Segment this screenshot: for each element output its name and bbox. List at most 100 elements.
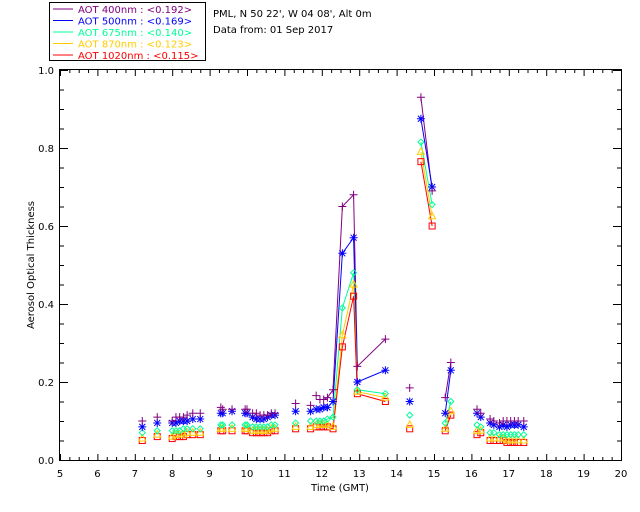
data-point [323,419,332,428]
data-point [489,433,499,442]
data-point [189,425,197,433]
data-point [519,422,528,431]
asterisk-marker [446,366,455,375]
x-tick-label: 6 [94,469,100,480]
diamond-marker [338,304,347,312]
triangle-marker [338,330,347,339]
data-point [188,409,197,418]
triangle-marker [270,423,280,432]
triangle-marker [306,421,315,430]
plus-marker [489,417,498,425]
asterisk-marker [416,114,425,123]
date-info: Data from: 01 Sep 2017 [213,25,333,36]
data-point [519,435,529,444]
data-point [405,411,414,419]
triangle-marker [416,146,426,155]
diamond-marker [138,428,146,437]
data-point [243,405,251,414]
data-point [168,417,177,425]
diamond-marker [428,200,436,209]
diamond-marker [243,421,251,429]
data-point [291,399,300,408]
data-point [329,413,337,421]
plus-marker [329,385,338,394]
diamond-marker [218,421,227,429]
y-axis: 0.0 0.2 0.4 0.6 0.8 1.0 [38,66,621,467]
asterisk-marker [183,417,192,425]
data-point [138,428,146,437]
data-point [270,423,280,432]
triangle-marker [519,435,529,444]
series-line [420,151,433,217]
data-point [306,417,315,425]
x-tick-label: 15 [428,469,441,480]
data-point [381,335,390,344]
data-point [291,407,300,416]
legend-entry: AOT 500nm : <0.169> [78,17,192,28]
data-point [519,417,528,425]
data-point [138,417,147,425]
diamond-marker [153,427,161,435]
triangle-marker [349,279,358,288]
x-tick-label: 5 [57,469,63,480]
square-marker [381,398,389,405]
plus-marker [252,409,261,418]
data-point [196,425,204,433]
triangle-marker [291,421,300,430]
plus-marker [405,383,414,392]
data-point [441,419,449,427]
asterisk-marker [338,249,347,258]
data-point [183,425,191,433]
plus-marker [353,362,362,371]
data-point [428,186,437,195]
data-point [183,417,192,425]
triangle-marker [179,429,188,438]
data-point [495,418,504,427]
plus-marker [381,335,390,344]
y-tick-label: 0.4 [38,300,54,311]
diamond-marker [329,413,337,421]
data-point [182,427,192,436]
x-tick-label: 18 [540,469,553,480]
data-point [319,395,328,404]
plus-marker [243,405,251,414]
diamond-marker [520,430,528,439]
plus-marker [196,409,205,418]
square-marker [350,292,358,300]
plus-marker [216,403,225,412]
series-line [420,142,433,205]
data-point [338,304,347,312]
data-point [218,421,227,429]
asterisk-marker [519,422,528,431]
data-point [490,428,498,437]
data-point [153,427,161,435]
data-point [486,415,495,424]
legend-entry: AOT 870nm : <0.123> [78,40,192,51]
data-point [271,409,280,418]
data-point [417,138,425,146]
data-point [153,418,162,427]
y-tick-label: 0.6 [38,222,54,233]
asterisk-marker [171,418,180,427]
data-point [489,417,498,425]
data-point [349,279,358,288]
diamond-marker [490,428,498,437]
triangle-marker [498,433,508,442]
legend-entry: AOT 400nm : <0.192> [78,5,192,16]
data-point [446,406,456,415]
triangle-marker [476,425,486,434]
data-point [196,415,205,424]
asterisk-marker [353,378,362,386]
diamond-marker [473,421,481,429]
plus-marker [153,413,162,422]
diamond-marker [417,138,425,146]
data-point [502,422,511,431]
data-point [353,386,362,394]
site-info: PML, N 50 22', W 04 08', Alt 0m [213,9,372,20]
y-tick-label: 0.0 [38,456,54,467]
data-point [416,93,425,102]
x-tick-label: 12 [315,469,328,480]
data-point [271,421,279,429]
asterisk-marker [153,418,162,427]
square-marker [473,431,481,439]
